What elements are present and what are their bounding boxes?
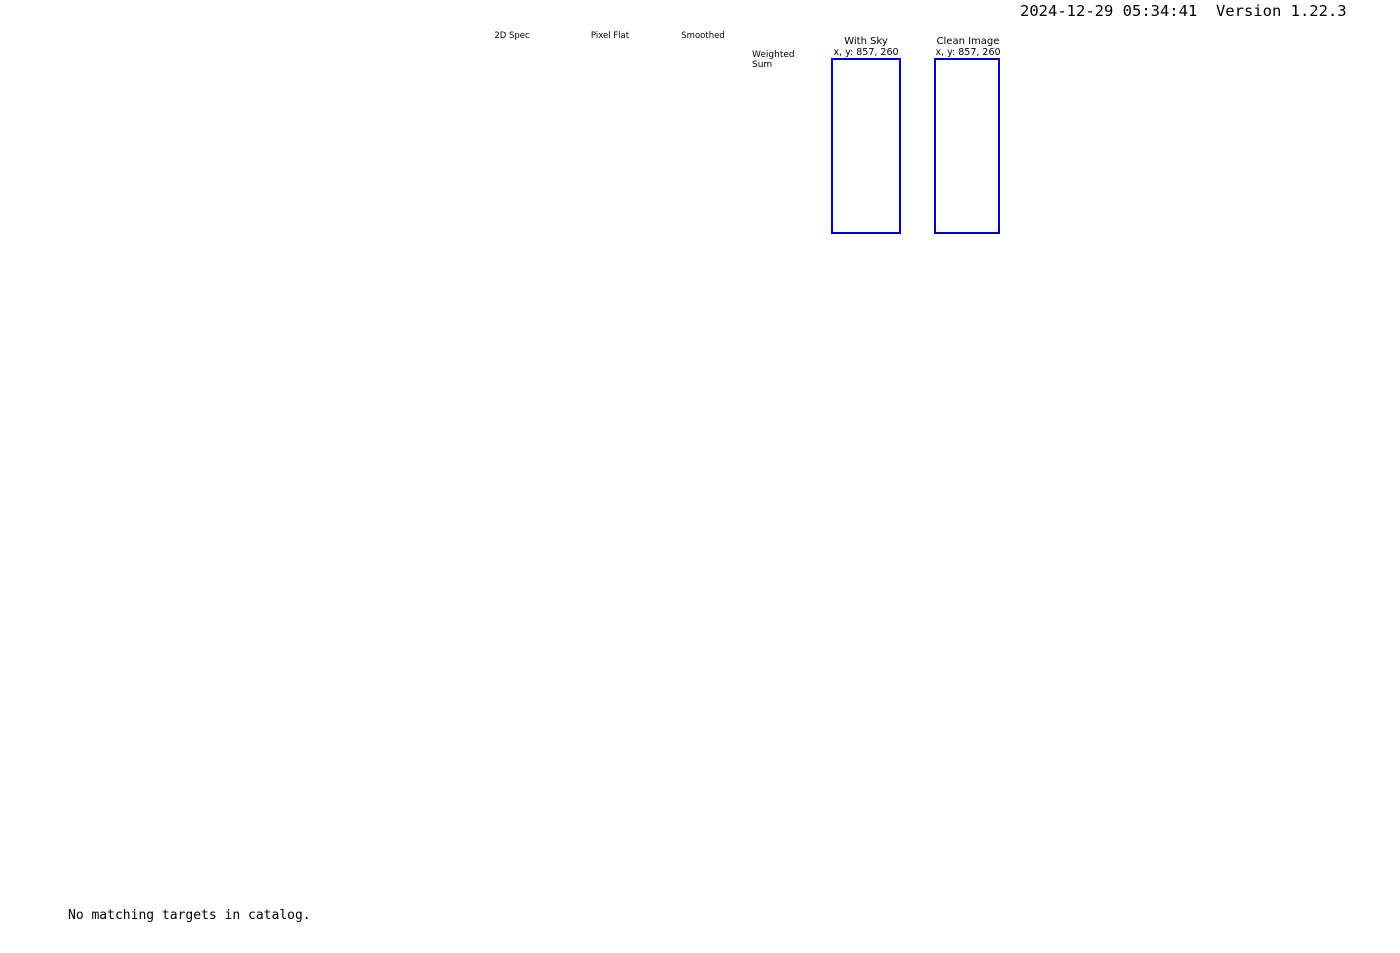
withsky-image [831,58,901,234]
footer-note: No matching targets in catalog. Row inte… [68,875,311,953]
clean-image [934,58,1000,234]
clean-xy: x, y: 857, 260 [935,47,1001,58]
timestamp-version: 2024-12-29 05:34:41 Version 1.22.3 [1020,2,1347,20]
col-header-pixelflat: Pixel Flat [590,31,630,41]
footer-line-1: No matching targets in catalog. [68,908,311,923]
withsky-title: With Sky [844,36,888,47]
withsky-xy: x, y: 857, 260 [833,47,899,58]
clean-title: Clean Image [936,36,1000,47]
weighted-sum-label: Weighted Sum [752,50,795,70]
col-header-2dspec: 2D Spec [494,31,530,41]
col-header-smoothed: Smoothed [681,31,725,41]
